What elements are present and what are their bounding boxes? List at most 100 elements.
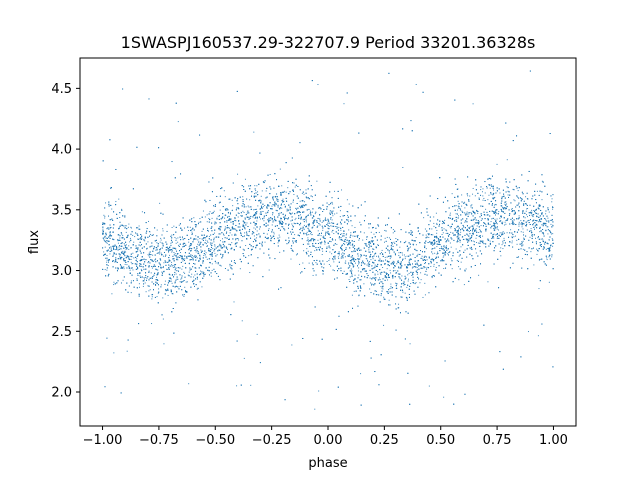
data-point bbox=[250, 384, 252, 386]
data-point bbox=[299, 263, 301, 265]
data-point bbox=[433, 263, 435, 265]
data-point bbox=[522, 248, 524, 250]
data-point bbox=[357, 270, 359, 272]
data-point bbox=[271, 205, 273, 207]
data-point bbox=[184, 286, 186, 288]
data-point bbox=[179, 281, 181, 283]
data-point bbox=[390, 285, 392, 287]
data-point bbox=[195, 251, 197, 253]
data-point bbox=[331, 225, 333, 227]
data-point bbox=[511, 242, 513, 244]
data-point bbox=[233, 261, 235, 263]
data-point bbox=[172, 266, 174, 268]
data-point bbox=[128, 223, 130, 225]
data-point bbox=[151, 296, 153, 298]
data-point bbox=[504, 203, 506, 205]
data-point bbox=[124, 263, 126, 265]
data-point bbox=[537, 250, 539, 252]
data-point bbox=[494, 203, 496, 205]
data-point bbox=[506, 203, 508, 205]
data-point bbox=[282, 198, 284, 200]
data-point bbox=[156, 247, 158, 249]
data-point bbox=[443, 228, 445, 230]
data-point bbox=[426, 266, 428, 268]
data-point bbox=[245, 245, 247, 247]
data-point bbox=[290, 258, 292, 260]
data-point bbox=[181, 258, 183, 260]
data-point bbox=[106, 254, 108, 256]
data-point bbox=[164, 255, 166, 257]
data-point bbox=[338, 254, 340, 256]
data-point bbox=[136, 258, 138, 260]
data-point bbox=[481, 191, 483, 193]
data-point bbox=[346, 233, 348, 235]
data-point bbox=[189, 226, 191, 228]
data-point bbox=[313, 220, 315, 222]
data-point bbox=[254, 224, 256, 226]
data-point bbox=[188, 383, 190, 385]
data-point bbox=[458, 215, 459, 217]
data-point bbox=[152, 254, 154, 256]
data-point bbox=[344, 256, 346, 258]
data-point bbox=[210, 255, 212, 257]
data-point bbox=[474, 229, 476, 231]
data-point bbox=[475, 228, 477, 230]
data-point bbox=[234, 233, 236, 235]
data-point bbox=[469, 238, 471, 240]
data-point bbox=[218, 249, 220, 251]
data-point bbox=[495, 234, 497, 236]
data-point bbox=[465, 268, 467, 270]
data-point bbox=[139, 245, 141, 247]
data-point bbox=[347, 211, 349, 213]
data-point bbox=[197, 239, 199, 241]
data-point bbox=[400, 296, 402, 298]
data-point bbox=[496, 223, 498, 225]
data-point bbox=[149, 289, 151, 291]
data-point bbox=[457, 188, 459, 190]
data-point bbox=[442, 246, 444, 248]
data-point bbox=[511, 240, 513, 242]
data-point bbox=[508, 245, 510, 247]
data-point bbox=[504, 224, 506, 226]
data-point bbox=[266, 233, 268, 235]
data-point bbox=[235, 229, 237, 231]
data-point bbox=[424, 266, 426, 268]
data-point bbox=[468, 231, 470, 233]
data-point bbox=[193, 217, 195, 219]
data-point bbox=[104, 269, 106, 271]
data-point bbox=[379, 277, 381, 279]
data-point bbox=[389, 288, 391, 290]
data-point bbox=[363, 283, 365, 285]
data-point bbox=[375, 246, 377, 248]
data-point bbox=[404, 258, 406, 260]
data-point bbox=[231, 199, 233, 201]
data-point bbox=[412, 239, 414, 241]
chart-title: 1SWASPJ160537.29-322707.9 Period 33201.3… bbox=[121, 33, 536, 52]
data-point bbox=[159, 202, 161, 204]
data-point bbox=[242, 210, 244, 212]
data-point bbox=[425, 248, 427, 250]
data-point bbox=[183, 271, 185, 273]
data-point bbox=[173, 251, 175, 253]
data-point bbox=[139, 228, 141, 230]
data-point bbox=[162, 228, 164, 230]
data-point bbox=[169, 254, 171, 256]
data-point bbox=[399, 277, 401, 279]
data-point bbox=[529, 236, 531, 238]
data-point bbox=[151, 298, 153, 300]
data-point bbox=[311, 238, 313, 240]
data-point bbox=[211, 263, 213, 265]
data-point bbox=[461, 228, 463, 230]
data-point bbox=[119, 256, 121, 258]
data-point bbox=[348, 266, 350, 268]
data-point bbox=[129, 237, 131, 239]
data-point bbox=[462, 227, 464, 229]
data-point bbox=[415, 244, 417, 246]
data-point bbox=[292, 201, 294, 203]
data-point bbox=[440, 245, 442, 247]
data-point bbox=[326, 261, 328, 262]
data-point bbox=[123, 268, 125, 270]
data-point bbox=[416, 271, 418, 273]
data-point bbox=[177, 241, 179, 243]
data-point bbox=[433, 260, 435, 262]
